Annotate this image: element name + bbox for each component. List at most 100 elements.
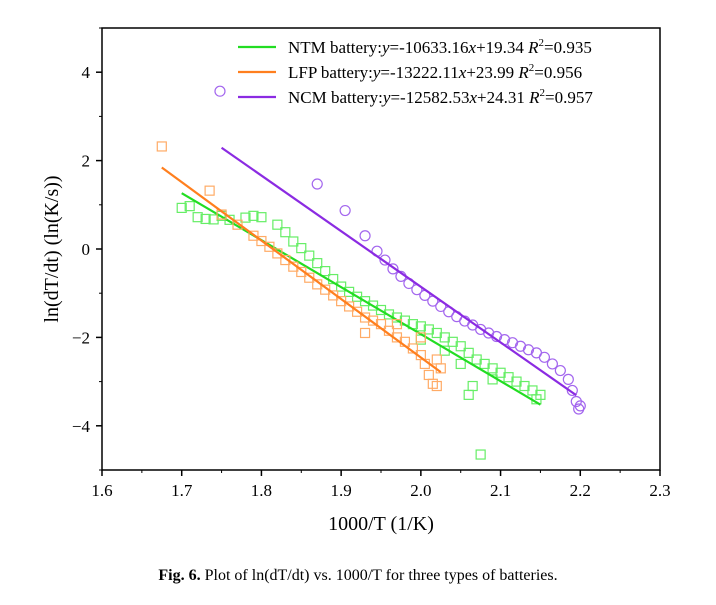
data-point — [546, 358, 558, 370]
legend-text-part: = — [545, 88, 555, 107]
y-tick-label: 4 — [82, 63, 91, 82]
legend-text-part: 0.956 — [544, 63, 582, 82]
legend-text-part: x — [468, 88, 477, 107]
data-point — [351, 306, 363, 317]
legend-text-part: -12582.53 — [400, 88, 469, 107]
data-point — [387, 263, 399, 275]
data-point — [431, 354, 442, 365]
legend-text-part: = — [390, 38, 400, 57]
data-point — [176, 202, 187, 213]
data-point — [280, 227, 291, 238]
legend-text-part: +19.34 — [476, 38, 528, 57]
data-point — [463, 347, 474, 358]
data-point — [192, 212, 203, 223]
data-point — [214, 85, 226, 97]
legend-text-part: x — [458, 63, 467, 82]
legend-entry: NCM battery:y=-12582.53x+24.31 R2=0.957 — [288, 87, 593, 107]
x-axis-label: 1000/T (1/K) — [328, 513, 434, 535]
caption-label: Fig. 6. — [158, 567, 200, 584]
legend-text-part: = — [380, 63, 390, 82]
data-point — [320, 266, 331, 277]
legend-text-part: y — [371, 63, 381, 82]
data-point — [312, 258, 323, 269]
axes: 1.6 1.7 1.8 1.9 2.0 2.1 2.2 2.3 4 2 0 −2 −4 — [72, 27, 671, 500]
data-point — [264, 241, 275, 252]
data-point — [535, 389, 546, 400]
y-tick-label: −4 — [72, 417, 91, 436]
data-point — [311, 178, 323, 190]
data-point — [339, 204, 351, 217]
legend-text-part: NTM battery: — [288, 38, 382, 57]
legend-text-part: LFP battery: — [288, 63, 373, 82]
x-tick-label: 1.8 — [251, 481, 272, 500]
legend-text-part: = — [390, 88, 400, 107]
data-point — [288, 236, 299, 247]
legend-text-part: 0.935 — [554, 38, 592, 57]
data-point — [184, 201, 195, 212]
data-point — [423, 369, 434, 381]
x-tick-label: 1.7 — [171, 481, 193, 500]
x-tick-label: 1.6 — [91, 481, 112, 500]
data-point — [256, 235, 267, 247]
caption-text: Plot of ln(dT/dt) vs. 1000/T for three t… — [201, 567, 558, 584]
data-point — [272, 219, 283, 230]
data-point — [538, 351, 551, 363]
data-point — [200, 213, 211, 225]
series-lfpbattery — [156, 141, 446, 392]
data-point — [304, 250, 315, 261]
legend-text-part: +24.31 — [477, 88, 529, 107]
data-point — [467, 380, 478, 392]
plot-marks — [156, 85, 586, 460]
data-point — [296, 243, 307, 254]
figure-caption: Fig. 6. Plot of ln(dT/dt) vs. 1000/T for… — [158, 567, 557, 584]
x-tick-label: 2.0 — [410, 481, 431, 500]
fit-line — [181, 192, 541, 406]
data-point — [240, 212, 251, 223]
legend: NTM battery:y=-10633.16x+19.34 R2=0.935L… — [238, 37, 593, 107]
data-point — [574, 400, 586, 412]
fit-line — [220, 146, 577, 397]
data-point — [415, 321, 426, 332]
legend-text-part: 2 — [529, 62, 535, 74]
data-point — [204, 185, 215, 196]
data-point — [272, 248, 283, 259]
data-point — [156, 141, 167, 152]
data-point — [463, 389, 474, 400]
x-tick-label: 2.1 — [490, 481, 511, 500]
legend-text-part: y — [381, 88, 391, 107]
data-point — [562, 373, 574, 385]
data-point — [248, 210, 259, 221]
data-point — [391, 319, 403, 330]
legend-entry: NTM battery:y=-10633.16x+19.34 R2=0.935 — [288, 37, 592, 57]
legend-text-part: 2 — [539, 37, 545, 49]
y-tick-label: −2 — [72, 328, 90, 347]
y-tick-label: 0 — [82, 240, 91, 259]
data-point — [280, 254, 291, 266]
data-point — [431, 380, 442, 392]
data-point — [359, 230, 371, 242]
data-point — [554, 364, 566, 377]
data-point — [423, 324, 434, 335]
data-point — [455, 341, 466, 352]
series-ncmbattery — [214, 85, 586, 415]
data-point — [475, 449, 486, 460]
data-point — [367, 315, 379, 326]
legend-text-part: = — [544, 38, 554, 57]
y-axis-label: ln(dT/dt) (ln(K/s)) — [41, 175, 63, 322]
legend-text-part: R — [528, 88, 540, 107]
legend-text-part: R — [517, 63, 529, 82]
x-tick-label: 1.9 — [331, 481, 352, 500]
fit-line — [161, 166, 442, 373]
data-point — [566, 384, 578, 397]
data-point — [256, 212, 267, 223]
data-point — [344, 301, 355, 312]
legend-text-part: 0.957 — [555, 88, 594, 107]
data-point — [415, 332, 426, 343]
y-tick-label: 2 — [82, 152, 91, 171]
legend-text-part: R — [527, 38, 539, 57]
legend-text-part: NCM battery: — [288, 88, 383, 107]
legend-text-part: -10633.16 — [399, 38, 468, 57]
legend-text-part: 2 — [540, 87, 546, 99]
x-tick-label: 2.2 — [570, 481, 591, 500]
